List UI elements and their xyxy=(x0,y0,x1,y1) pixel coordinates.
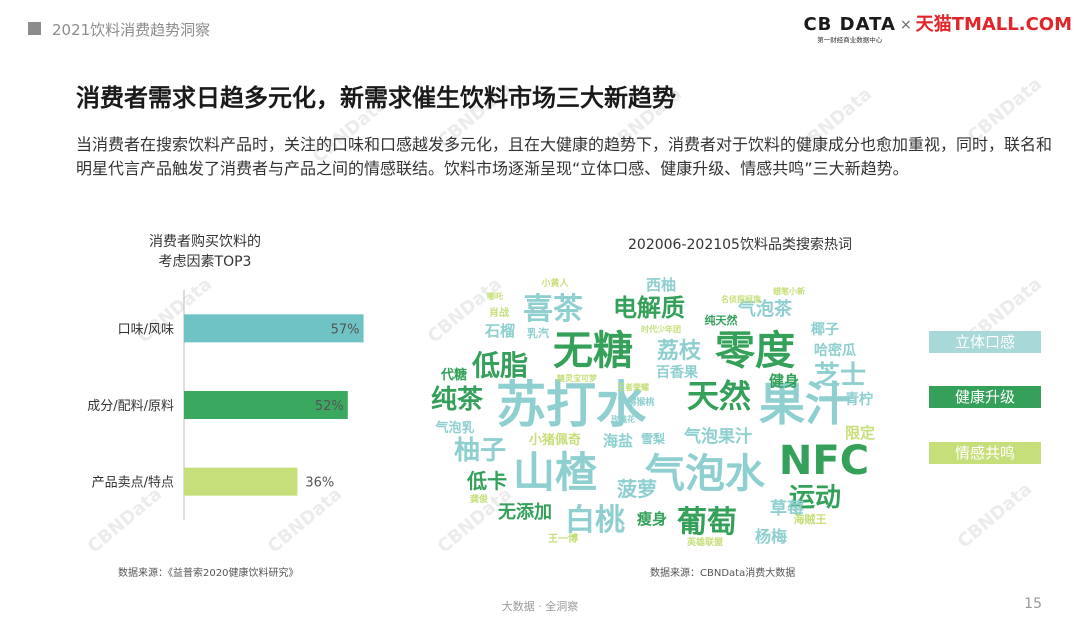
wordcloud-word: 哪吒 xyxy=(487,291,503,301)
wordcloud-word: 代糖 xyxy=(440,367,467,383)
bar-chart-title: 消费者购买饮料的 xyxy=(149,234,261,250)
bar-3 xyxy=(184,467,298,496)
wordcloud-word: 气泡茶 xyxy=(737,298,793,320)
wordcloud-word: 限定 xyxy=(845,424,875,442)
partner-logos: CB DATA 第一财经商业数据中心 × 天猫TMALL.COM xyxy=(803,14,1072,50)
wordcloud-word: NFC xyxy=(779,438,869,484)
wordcloud-word: 低脂 xyxy=(471,349,528,382)
wordcloud-word: 运动 xyxy=(789,483,841,513)
bar-chart-title: 考虑因素TOP3 xyxy=(159,254,252,270)
wordcloud-word: 龚俊 xyxy=(470,493,488,505)
wordcloud-word: 荔枝 xyxy=(657,339,702,364)
bar-2 xyxy=(184,391,348,419)
wordcloud-word: 天然 xyxy=(687,377,751,415)
page-title: 消费者需求日趋多元化，新需求催生饮料市场三大新趋势 xyxy=(76,84,676,112)
wordcloud-title: 202006-202105饮料品类搜索热词 xyxy=(628,237,852,253)
wordcloud-word: 果汁 xyxy=(759,377,851,431)
wordcloud-word: 健身 xyxy=(769,372,799,390)
wordcloud-word: 气泡水 xyxy=(645,451,766,497)
wordcloud-word: 草莓 xyxy=(770,499,804,519)
wordcloud-word: 海盐 xyxy=(603,432,633,450)
wordcloud-word: 杨梅 xyxy=(755,527,787,546)
footer-slogan: 大数据 · 全洞察 xyxy=(501,600,579,613)
report-title: 2021饮料消费趋势洞察 xyxy=(52,21,211,39)
wordcloud-word: 小黄人 xyxy=(540,277,569,289)
legend-tag-3d-taste: 立体口感 xyxy=(929,331,1041,353)
wordcloud-word: 蜡笔小新 xyxy=(773,286,805,296)
bar-chart-source: 数据来源：《益普索2020健康饮料研究》 xyxy=(118,568,299,579)
wordcloud-word: 瘦身 xyxy=(637,510,667,528)
wordcloud-word: 石榴 xyxy=(484,322,515,340)
wordcloud-word: 肖战 xyxy=(489,306,509,319)
wordcloud-word: 无糖 xyxy=(553,328,633,374)
page-number: 15 xyxy=(1024,596,1042,612)
wordcloud-word: 葡萄 xyxy=(677,505,737,540)
wordcloud-word: 雪梨 xyxy=(641,431,665,446)
wordcloud-word: 小猪佩奇 xyxy=(529,432,581,448)
wordcloud-word: 青柠 xyxy=(845,391,873,408)
wordcloud-word: 时代少年团 xyxy=(641,324,681,334)
bar-category-label: 成分/配料/原料 xyxy=(87,399,174,414)
wordcloud-word: 玫瑰花 xyxy=(611,414,635,424)
wordcloud-word: 柚子 xyxy=(454,436,506,466)
wordcloud-word: 菠萝 xyxy=(617,477,657,501)
bar-1 xyxy=(184,314,364,343)
wordcloud-word: 乳汽 xyxy=(527,326,549,340)
wordcloud-word: 芝士 xyxy=(814,361,866,391)
bar-category-label: 产品卖点/特点 xyxy=(92,476,174,491)
wordcloud-word: 哈密瓜 xyxy=(814,342,856,359)
wordcloud-word: 苏打水 xyxy=(496,376,647,434)
wordcloud-word: 低卡 xyxy=(466,469,507,493)
wordcloud-word: 白桃 xyxy=(565,503,625,538)
wordcloud-word: 王者荣耀 xyxy=(617,382,649,392)
tmall-logo: 天猫TMALL.COM xyxy=(915,14,1072,35)
watermark: CBNData xyxy=(953,478,1037,553)
bar-value-label: 52% xyxy=(315,399,344,414)
wordcloud-word: 精灵宝可梦 xyxy=(557,373,598,383)
wordcloud-source: 数据来源：CBNData消费大数据 xyxy=(650,568,796,579)
wordcloud-word: 山楂 xyxy=(513,448,597,497)
wordcloud-word: 喜茶 xyxy=(523,292,584,327)
bar-category-label: 口味/风味 xyxy=(118,322,174,337)
wordcloud-word: 猕猴桃 xyxy=(626,396,654,408)
wordcloud-word: 英雄联盟 xyxy=(686,536,723,548)
wordcloud-word: 气泡乳 xyxy=(435,420,474,436)
cbndata-logo-subtitle: 第一财经商业数据中心 xyxy=(817,36,883,44)
bar-value-label: 36% xyxy=(305,476,334,491)
wordcloud-word: 百香果 xyxy=(656,364,699,381)
bar-value-label: 57% xyxy=(331,322,360,337)
legend-tag-emotional-resonance: 情感共鸣 xyxy=(929,442,1041,464)
wordcloud-word: 西柚 xyxy=(646,276,676,294)
intro-paragraph: 当消费者在搜索饮料产品时，关注的口味和口感越发多元化，且在大健康的趋势下，消费者… xyxy=(76,135,1053,178)
wordcloud-word: 纯天然 xyxy=(705,313,738,327)
wordcloud-word: 名侦探柯南 xyxy=(721,294,761,304)
wordcloud-word: 椰子 xyxy=(811,321,839,338)
wordcloud-word: 海贼王 xyxy=(794,512,827,526)
logo-separator: × xyxy=(899,17,912,33)
wordcloud-word: 王一博 xyxy=(548,532,578,545)
wordcloud-word: 电解质 xyxy=(613,294,685,322)
legend-tag-health-upgrade: 健康升级 xyxy=(929,386,1041,408)
wordcloud-word: 零度 xyxy=(715,328,795,374)
wordcloud-word: 纯茶 xyxy=(431,384,484,415)
wordcloud-word: 无添加 xyxy=(498,501,552,523)
wordcloud-word: 气泡果汁 xyxy=(683,426,752,447)
cbndata-logo-text: CB DATA xyxy=(803,14,896,35)
cbndata-logo: CB DATA 第一财经商业数据中心 xyxy=(803,14,895,44)
header-square-icon xyxy=(28,22,41,35)
